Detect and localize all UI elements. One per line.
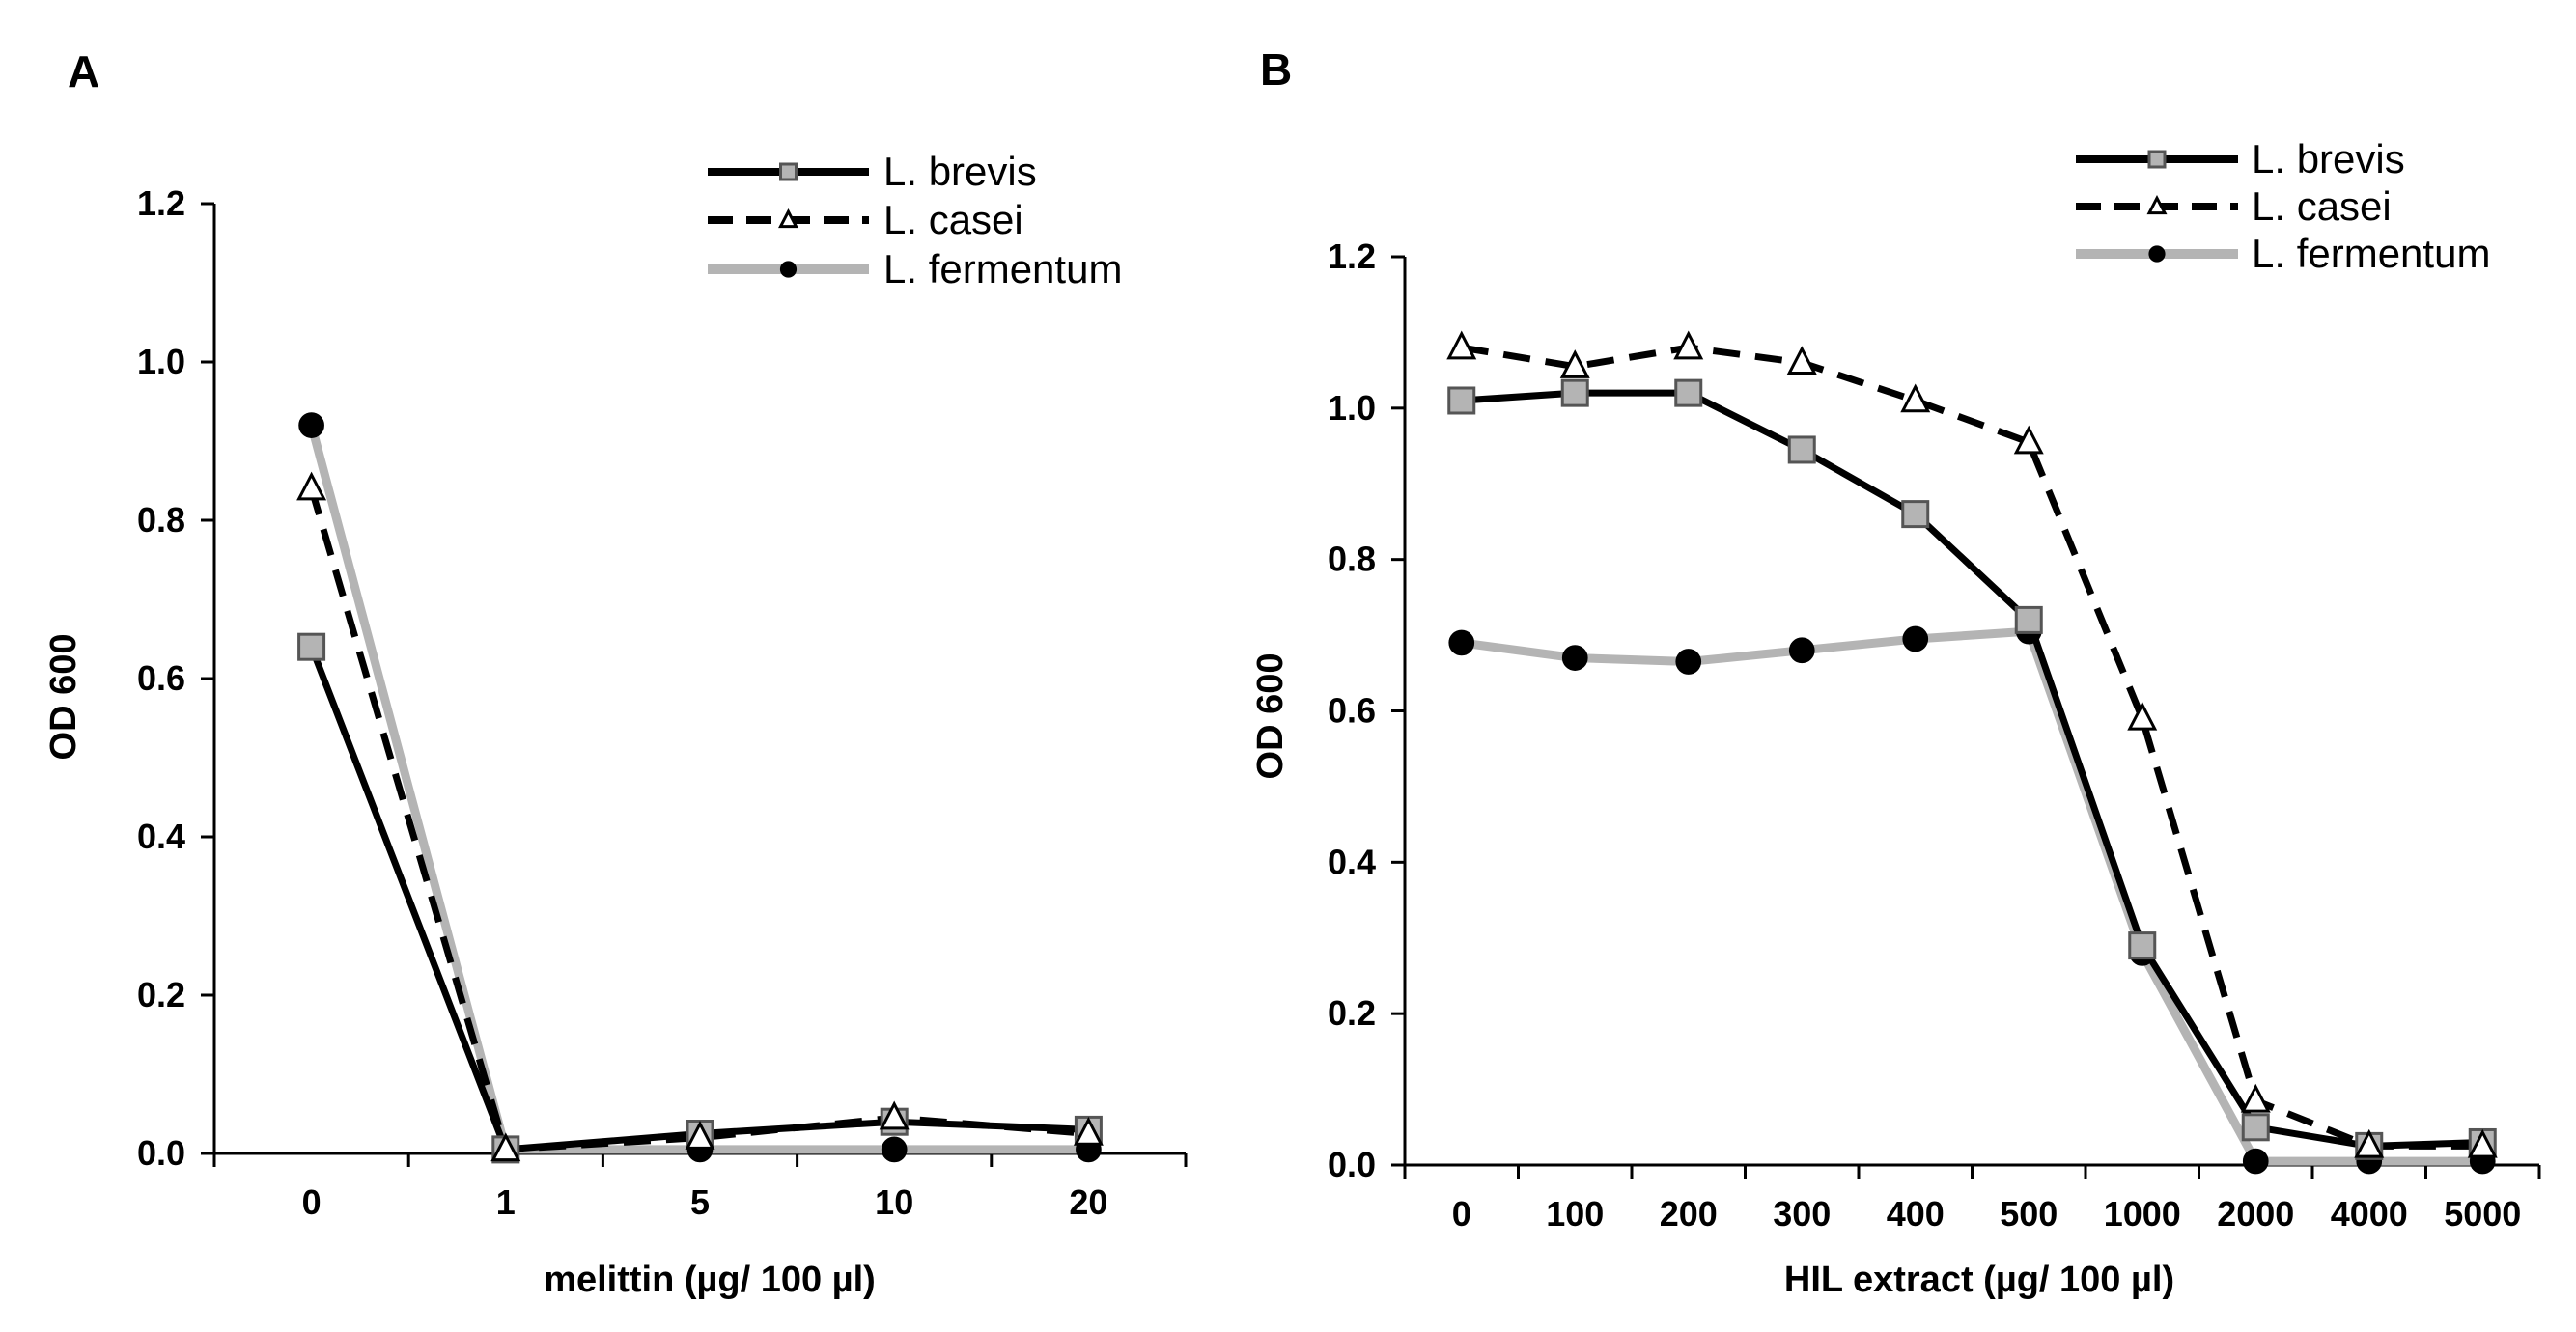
data-point-l-casei [1786,346,1817,375]
y-tick-label: 0.6 [137,658,185,698]
data-point-l-casei [1900,383,1931,413]
y-tick-label: 0.2 [137,975,185,1014]
legend-label-l-casei: L. casei [2252,183,2392,229]
y-tick-label: 0.8 [137,500,185,540]
y-tick-label: 0.2 [1328,993,1376,1033]
data-point-l-brevis [1560,378,1589,407]
x-tick-label: 400 [1887,1194,1945,1234]
panel-b: B 0.0 0.2 0.4 0.6 0.8 1.0 1.2 0 100 200 300 400 500 1… [1250,44,2541,1300]
x-tick-label: 4000 [2331,1194,2408,1234]
series-line-l-brevis-b [1461,389,2483,1150]
data-point-l-casei [2127,701,2158,731]
data-point-l-brevis [1901,500,1930,529]
legend-marker-l-casei [778,208,798,229]
x-tick-label: 200 [1660,1194,1718,1234]
data-point-l-casei [2013,425,2044,455]
y-tick-label: 0.4 [137,817,185,856]
legend-label-l-brevis: L. brevis [2252,136,2405,181]
series-line-l-casei-b [1461,344,2483,1150]
legend-marker-l-fermentum [2148,245,2166,263]
x-tick-label: 20 [1069,1182,1107,1222]
x-tick-label: 100 [1546,1194,1604,1234]
x-tick-label: 300 [1773,1194,1831,1234]
data-point-l-casei [2467,1128,2498,1158]
x-axis-title-a: melittin (µg/ 100 µl) [544,1260,876,1300]
series-line-l-brevis-a [308,645,1089,1153]
legend-label-l-fermentum: L. fermentum [2252,231,2490,276]
legend-label-l-casei: L. casei [883,197,1023,242]
legend-label-l-brevis: L. brevis [883,149,1037,194]
x-tick-label: 500 [2000,1194,2058,1234]
data-point-l-brevis [1674,378,1703,407]
y-tick-label: 0.8 [1328,540,1376,579]
y-tick-label: 1.0 [1328,388,1376,428]
data-point-l-brevis [2241,1113,2270,1142]
legend-marker-l-brevis [2147,150,2167,169]
panel-b-letter: B [1260,44,1292,95]
x-tick-label: 5 [690,1182,710,1222]
data-point-l-brevis [1787,435,1816,464]
data-point-l-fermentum [881,1136,908,1163]
data-point-l-casei [2354,1128,2385,1158]
legend-marker-l-casei [2146,194,2168,215]
x-tick-label: 5000 [2444,1194,2521,1234]
y-tick-label: 1.2 [137,183,185,223]
data-point-l-brevis [1447,386,1476,415]
legend-marker-l-fermentum [779,261,798,278]
x-tick-label: 0 [302,1182,322,1222]
y-tick-label: 0.0 [137,1133,185,1173]
x-tick-label: 1000 [2104,1194,2181,1234]
series-line-l-casei-a [308,487,1089,1153]
data-point-l-casei [879,1100,910,1130]
y-axis-title-b: OD 600 [1250,653,1291,780]
x-axis-title-b: HIL extract (µg/ 100 µl) [1784,1260,2174,1300]
data-point-l-brevis [2128,931,2157,960]
data-point-l-casei [2240,1083,2271,1113]
panel-a: A 0.0 0.2 0.4 0.6 0.8 1.0 1.2 0 1 5 10 20 L. brevis… [43,46,1188,1300]
legend-marker-l-brevis [779,162,798,181]
data-point-l-casei [296,471,327,501]
x-tick-label: 1 [496,1182,516,1222]
data-point-l-fermentum [1675,649,1702,675]
panel-a-letter: A [68,46,99,97]
data-point-l-casei [1673,330,1704,360]
y-tick-label: 1.0 [137,342,185,381]
y-tick-label: 0.4 [1328,842,1376,881]
series-line-l-fermentum-b [1461,626,2483,1166]
y-tick-label: 0.0 [1328,1145,1376,1184]
y-axis-title-a: OD 600 [43,634,84,761]
series-line-l-fermentum-a [307,424,1089,1154]
data-point-l-fermentum [298,412,324,438]
data-point-l-casei [685,1121,715,1150]
y-tick-label: 0.6 [1328,691,1376,731]
data-point-l-casei [1559,349,1590,378]
data-point-l-fermentum [1902,625,1929,652]
x-tick-label: 2000 [2217,1194,2294,1234]
data-point-l-brevis [2014,605,2043,634]
x-tick-label: 0 [1452,1194,1471,1234]
data-point-l-fermentum [1788,637,1815,664]
data-point-l-fermentum [2242,1148,2269,1175]
legend-label-l-fermentum: L. fermentum [883,246,1122,291]
data-point-l-casei [1446,330,1477,360]
data-point-l-casei [490,1132,521,1162]
data-point-l-casei [1073,1116,1104,1146]
data-point-l-fermentum [1448,629,1475,656]
data-point-l-fermentum [1561,645,1588,671]
data-point-l-brevis [297,632,326,661]
x-tick-label: 10 [875,1182,913,1222]
y-tick-label: 1.2 [1328,236,1376,276]
